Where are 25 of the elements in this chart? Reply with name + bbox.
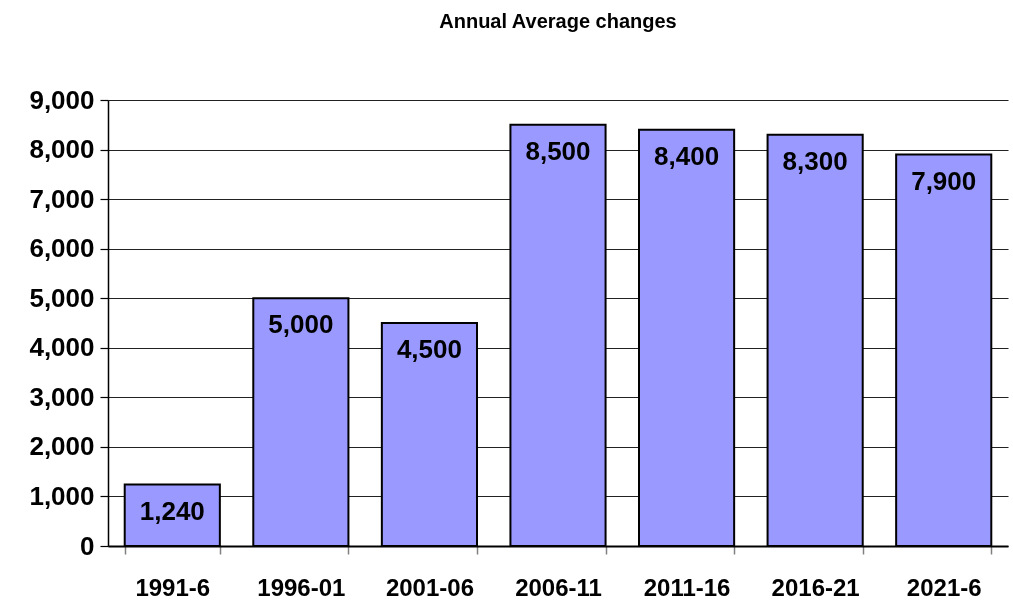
- data-label: 8,400: [654, 140, 720, 171]
- data-label: 8,300: [782, 145, 848, 176]
- y-tick-label: 0: [80, 530, 95, 561]
- y-tick-label: 2,000: [29, 431, 95, 462]
- data-label: 7,900: [911, 165, 977, 196]
- data-label: 5,000: [268, 309, 334, 340]
- y-tick-label: 3,000: [29, 381, 95, 412]
- chart-title: Annual Average changes: [439, 10, 677, 32]
- y-tick-label: 4,000: [29, 332, 95, 363]
- x-tick-label: 2001-06: [385, 573, 474, 601]
- y-tick-label: 1,000: [29, 480, 95, 511]
- y-tick-label: 6,000: [29, 233, 95, 264]
- y-tick-label: 5,000: [29, 282, 95, 313]
- y-tick-label: 8,000: [29, 134, 95, 165]
- x-tick-label: 1996-01: [257, 573, 346, 601]
- data-label: 1,240: [139, 495, 205, 526]
- data-label: 8,500: [525, 135, 591, 166]
- x-tick-label: 2021-6: [906, 573, 982, 601]
- y-tick-label: 9,000: [29, 84, 95, 115]
- y-tick-label: 7,000: [29, 183, 95, 214]
- x-tick-label: 2011-16: [643, 573, 731, 601]
- x-tick-label: 1991-6: [135, 573, 211, 601]
- data-label: 4,500: [396, 334, 462, 364]
- x-tick-label: 2016-21: [771, 573, 860, 601]
- x-tick-label: 2006-11: [515, 573, 602, 601]
